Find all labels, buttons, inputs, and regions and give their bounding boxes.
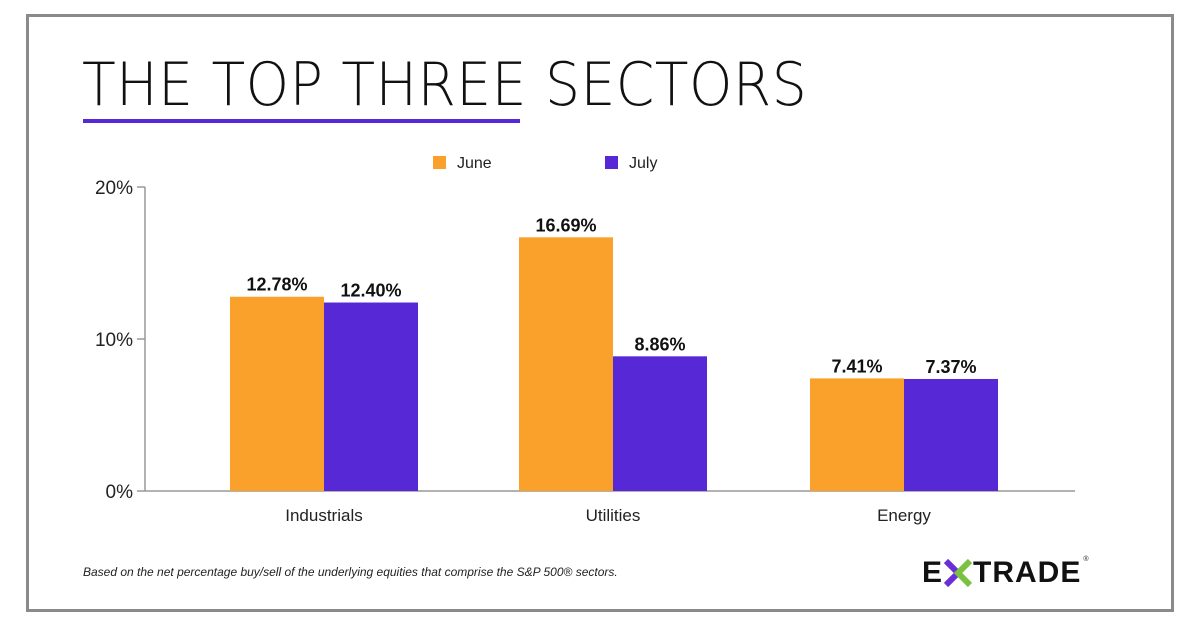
y-tick-label: 0% — [106, 482, 134, 503]
bar-june-industrials — [230, 296, 324, 491]
bar-july-energy — [904, 378, 998, 491]
data-label: 7.41% — [831, 356, 882, 376]
data-label: 12.78% — [246, 275, 307, 295]
chart-title: THE TOP THREE SECTORS — [82, 50, 808, 120]
x-tick-label: Utilities — [586, 506, 641, 525]
legend-label-june: June — [457, 155, 492, 172]
bar-july-utilities — [613, 356, 707, 491]
data-label: 16.69% — [535, 215, 596, 235]
title-underline — [83, 119, 520, 123]
y-tick-label: 20% — [95, 178, 133, 199]
data-label: 7.37% — [925, 357, 976, 377]
y-tick-label: 10% — [95, 330, 133, 351]
data-label: 8.86% — [634, 334, 685, 354]
legend-swatch-july — [605, 156, 618, 169]
data-label: 12.40% — [340, 281, 401, 301]
bar-june-utilities — [519, 237, 613, 491]
etrade-logo: E TRADE ® — [922, 556, 1090, 589]
x-tick-label: Industrials — [285, 506, 362, 525]
legend-swatch-june — [433, 156, 446, 169]
etrade-star-icon — [943, 558, 973, 588]
bar-june-energy — [810, 378, 904, 491]
bar-july-industrials — [324, 302, 418, 491]
footnote: Based on the net percentage buy/sell of … — [83, 565, 618, 579]
x-tick-label: Energy — [877, 506, 931, 525]
legend-label-july: July — [629, 155, 657, 172]
